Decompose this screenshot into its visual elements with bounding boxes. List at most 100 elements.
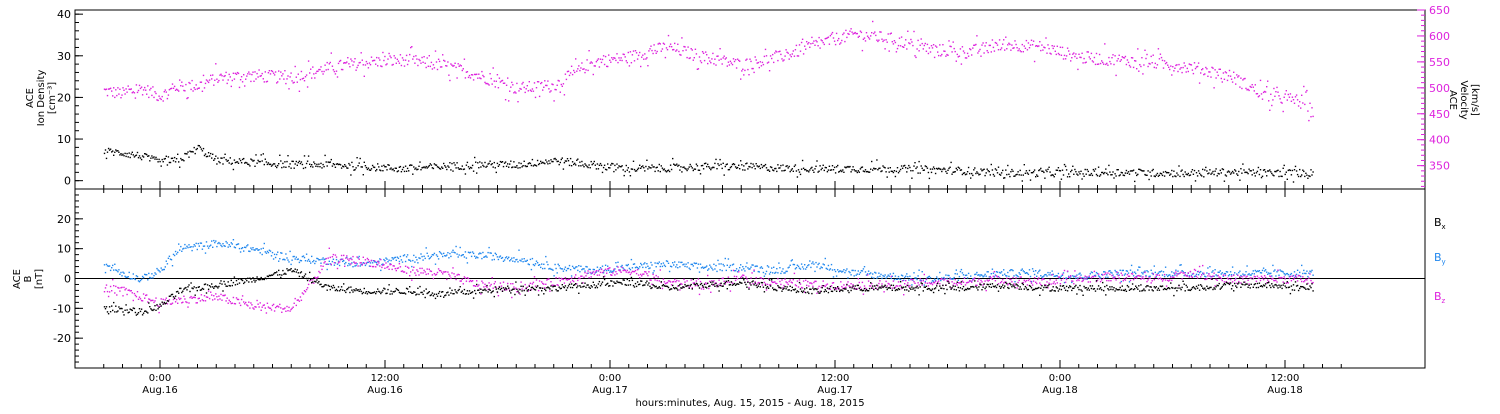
velocity-point bbox=[694, 57, 695, 58]
bz-point bbox=[741, 276, 742, 277]
velocity-point bbox=[1268, 100, 1269, 101]
by-point bbox=[448, 257, 449, 258]
bz-point bbox=[1234, 280, 1235, 281]
velocity-point bbox=[1015, 44, 1016, 45]
velocity-point bbox=[468, 77, 469, 78]
density-point bbox=[1240, 168, 1241, 169]
velocity-point bbox=[870, 35, 871, 36]
density-point bbox=[879, 168, 880, 169]
by-point bbox=[265, 251, 266, 252]
bz-point bbox=[806, 285, 807, 286]
velocity-point bbox=[580, 67, 581, 68]
bz-point bbox=[620, 272, 621, 273]
by-point bbox=[431, 256, 432, 257]
velocity-point bbox=[986, 42, 987, 43]
bz-point bbox=[178, 297, 179, 298]
density-point bbox=[932, 168, 933, 169]
velocity-point bbox=[1257, 93, 1258, 94]
bz-point bbox=[437, 272, 438, 273]
by-point bbox=[743, 268, 744, 269]
by-point bbox=[885, 278, 886, 279]
by-point bbox=[870, 272, 871, 273]
velocity-point bbox=[686, 57, 687, 58]
bz-point bbox=[301, 300, 302, 301]
by-point bbox=[186, 246, 187, 247]
velocity-point bbox=[295, 66, 296, 67]
by-point bbox=[1177, 271, 1178, 272]
by-point bbox=[815, 262, 816, 263]
velocity-point bbox=[408, 60, 409, 61]
velocity-point bbox=[388, 53, 389, 54]
bz-point bbox=[1113, 278, 1114, 279]
density-point bbox=[112, 150, 113, 151]
by-point bbox=[1274, 269, 1275, 270]
velocity-point bbox=[546, 85, 547, 86]
by-point bbox=[677, 267, 678, 268]
velocity-point bbox=[1168, 67, 1169, 68]
bz-point bbox=[1174, 273, 1175, 274]
velocity-point bbox=[481, 71, 482, 72]
bz-point bbox=[796, 285, 797, 286]
bz-point bbox=[541, 281, 542, 282]
velocity-point bbox=[1241, 88, 1242, 89]
bz-point bbox=[1063, 278, 1064, 279]
velocity-point bbox=[398, 61, 399, 62]
bz-point bbox=[663, 279, 664, 280]
by-point bbox=[1047, 272, 1048, 273]
by-point bbox=[979, 275, 980, 276]
bz-point bbox=[113, 285, 114, 286]
density-point bbox=[890, 167, 891, 168]
density-point bbox=[223, 157, 224, 158]
bz-point bbox=[260, 302, 261, 303]
velocity-point bbox=[413, 56, 414, 57]
bz-point bbox=[535, 286, 536, 287]
bz-point bbox=[859, 282, 860, 283]
bz-point bbox=[898, 281, 899, 282]
bz-point bbox=[575, 274, 576, 275]
velocity-point bbox=[435, 50, 436, 51]
velocity-point bbox=[805, 49, 806, 50]
density-point bbox=[610, 164, 611, 165]
velocity-point bbox=[630, 51, 631, 52]
velocity-point bbox=[432, 68, 433, 69]
by-point bbox=[202, 249, 203, 250]
bz-point bbox=[560, 280, 561, 281]
by-point bbox=[211, 240, 212, 241]
bz-point bbox=[751, 272, 752, 273]
bz-point bbox=[1176, 275, 1177, 276]
velocity-point bbox=[1218, 75, 1219, 76]
density-point bbox=[623, 169, 624, 170]
velocity-point bbox=[1231, 79, 1232, 80]
velocity-point bbox=[831, 34, 832, 35]
density-point bbox=[1090, 174, 1091, 175]
velocity-point bbox=[692, 49, 693, 50]
bz-point bbox=[396, 270, 397, 271]
density-point bbox=[773, 170, 774, 171]
density-point bbox=[639, 165, 640, 166]
velocity-point bbox=[195, 89, 196, 90]
density-point bbox=[132, 152, 133, 153]
bz-point bbox=[701, 288, 702, 289]
by-point bbox=[1149, 276, 1150, 277]
bz-point bbox=[614, 274, 615, 275]
velocity-point bbox=[360, 62, 361, 63]
bz-point bbox=[188, 302, 189, 303]
velocity-point bbox=[864, 37, 865, 38]
bz-point bbox=[1261, 276, 1262, 277]
density-point bbox=[967, 171, 968, 172]
velocity-point bbox=[889, 50, 890, 51]
bz-point bbox=[112, 279, 113, 280]
by-point bbox=[260, 252, 261, 253]
velocity-point bbox=[1127, 59, 1128, 60]
by-point bbox=[463, 254, 464, 255]
by-point bbox=[844, 272, 845, 273]
bz-point bbox=[1069, 277, 1070, 278]
velocity-point bbox=[498, 87, 499, 88]
by-point bbox=[599, 269, 600, 270]
velocity-point bbox=[876, 40, 877, 41]
by-point bbox=[878, 273, 879, 274]
bz-point bbox=[491, 284, 492, 285]
by-point bbox=[1142, 273, 1143, 274]
by-point bbox=[757, 266, 758, 267]
density-point bbox=[889, 171, 890, 172]
